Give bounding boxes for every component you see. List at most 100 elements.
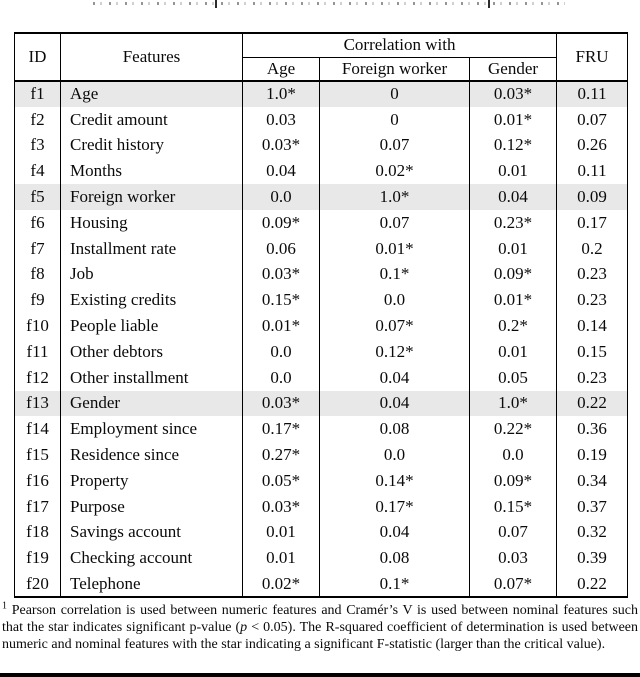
cell-feature: Credit amount (60, 106, 243, 133)
cell-fru: 0.11 (577, 84, 607, 104)
cell-fru: 0.22 (577, 573, 607, 593)
cell-id: f18 (14, 519, 61, 546)
table-row: f5 Foreign worker 0.0 1.0* 0.04 0.09 (14, 184, 628, 210)
cell-foreign-worker: 0 (319, 81, 470, 107)
cell-fru: 0.36 (577, 419, 607, 439)
cell-feature: Installment rate (60, 235, 243, 262)
table-row: f18 Savings account 0.01 0.04 0.07 0.32 (14, 519, 628, 546)
cell-foreign-worker: 0.07* (319, 313, 470, 339)
cell-age: 0.0 (242, 184, 320, 210)
table-row: f10 People liable 0.01* 0.07* 0.2* 0.14 (14, 313, 628, 339)
header-foreign-worker: Foreign worker (319, 57, 470, 82)
cell-feature: Checking account (60, 545, 243, 572)
cell-gender: 0.09* (469, 467, 558, 494)
cell-id: f3 (14, 132, 61, 159)
cell-feature: Property (60, 467, 243, 494)
footnote-italic-term: p (240, 619, 248, 635)
cell-id: f15 (14, 442, 61, 468)
table-row: f1 Age 1.0* 0 0.03* 0.11 (14, 81, 628, 107)
cell-fru: 0.09 (577, 187, 607, 207)
cell-foreign-worker: 0.1* (319, 261, 470, 288)
table-row: f14 Employment since 0.17* 0.08 0.22* 0.36 (14, 416, 628, 443)
cell-id: f14 (14, 416, 61, 443)
cell-feature: Age (60, 81, 243, 107)
table-body: f1 Age 1.0* 0 0.03* 0.11 f2 Credit amount 0.03 0 0… (14, 81, 628, 597)
cell-feature: Savings account (60, 519, 243, 546)
cell-gender: 0.12* (469, 132, 558, 159)
cell-fru: 0.23 (577, 290, 607, 310)
cell-foreign-worker: 0.04 (319, 390, 470, 417)
header-id: ID (14, 33, 61, 82)
cell-foreign-worker: 0.0 (319, 287, 470, 314)
cell-fru: 0.15 (577, 341, 607, 361)
cell-age: 0.03* (242, 132, 320, 159)
cell-age: 0.03 (242, 106, 320, 133)
cell-gender: 1.0* (469, 390, 558, 417)
cropped-caption-fragment (93, 2, 565, 5)
table-row: f4 Months 0.04 0.02* 0.01 0.11 (14, 158, 628, 185)
cell-feature: Foreign worker (60, 184, 243, 210)
cell-age: 0.0 (242, 338, 320, 365)
cell-fru: 0.23 (577, 264, 607, 284)
footnote: 1 Pearson correlation is used between nu… (0, 600, 640, 653)
cell-fru: 0.11 (577, 161, 607, 181)
cell-foreign-worker: 0.08 (319, 416, 470, 443)
cell-fru: 0.2 (581, 238, 603, 258)
header-gender: Gender (469, 57, 558, 82)
cell-feature: Gender (60, 390, 243, 417)
cell-gender: 0.01 (469, 235, 558, 262)
cell-fru: 0.14 (577, 316, 607, 336)
footnote-marker: 1 (2, 600, 7, 612)
cell-id: f13 (14, 390, 61, 417)
cell-id: f7 (14, 235, 61, 262)
cell-age: 1.0* (242, 81, 320, 107)
cell-id: f20 (14, 571, 61, 597)
cell-gender: 0.2* (469, 313, 558, 339)
cell-age: 0.05* (242, 467, 320, 494)
header-age: Age (242, 57, 320, 82)
cell-feature: Purpose (60, 493, 243, 520)
cell-age: 0.06 (242, 235, 320, 262)
cell-fru: 0.26 (577, 135, 607, 155)
table-row: f12 Other installment 0.0 0.04 0.05 0.23 (14, 364, 628, 391)
cell-foreign-worker: 0.08 (319, 545, 470, 572)
cell-gender: 0.07 (469, 519, 558, 546)
cell-gender: 0.01 (469, 158, 558, 185)
cell-age: 0.01* (242, 313, 320, 339)
cell-id: f10 (14, 313, 61, 339)
cell-foreign-worker: 0.1* (319, 571, 470, 597)
cell-fru: 0.07 (577, 109, 607, 129)
cell-age: 0.02* (242, 571, 320, 597)
cell-age: 0.03* (242, 390, 320, 417)
table-row: f2 Credit amount 0.03 0 0.01* 0.07 (14, 106, 628, 133)
cell-id: f1 (14, 81, 61, 107)
cell-id: f11 (14, 338, 61, 365)
header-correlation-with: Correlation with (242, 33, 558, 58)
cell-age: 0.03* (242, 493, 320, 520)
cell-gender: 0.23* (469, 209, 558, 236)
cell-id: f6 (14, 209, 61, 236)
cell-feature: Months (60, 158, 243, 185)
cell-foreign-worker: 0.07 (319, 209, 470, 236)
cell-fru: 0.17 (577, 212, 607, 232)
header-features: Features (60, 33, 243, 82)
table-row: f7 Installment rate 0.06 0.01* 0.01 0.2 (14, 235, 628, 262)
cell-age: 0.09* (242, 209, 320, 236)
cell-gender: 0.04 (469, 184, 558, 210)
cell-age: 0.03* (242, 261, 320, 288)
cell-foreign-worker: 0.14* (319, 467, 470, 494)
footnote-segment: Pearson correlation is used between nume… (2, 603, 638, 635)
cell-feature: Employment since (60, 416, 243, 443)
table-row: f11 Other debtors 0.0 0.12* 0.01 0.15 (14, 338, 628, 365)
cell-age: 0.27* (242, 442, 320, 468)
cell-age: 0.0 (242, 364, 320, 391)
cell-feature: Residence since (60, 442, 243, 468)
cell-id: f17 (14, 493, 61, 520)
cell-gender: 0.03 (469, 545, 558, 572)
cell-gender: 0.22* (469, 416, 558, 443)
cell-feature: Other installment (60, 364, 243, 391)
cell-gender: 0.01 (469, 338, 558, 365)
cell-foreign-worker: 0.04 (319, 364, 470, 391)
cell-foreign-worker: 0 (319, 106, 470, 133)
bottom-edge-rule (0, 673, 640, 677)
